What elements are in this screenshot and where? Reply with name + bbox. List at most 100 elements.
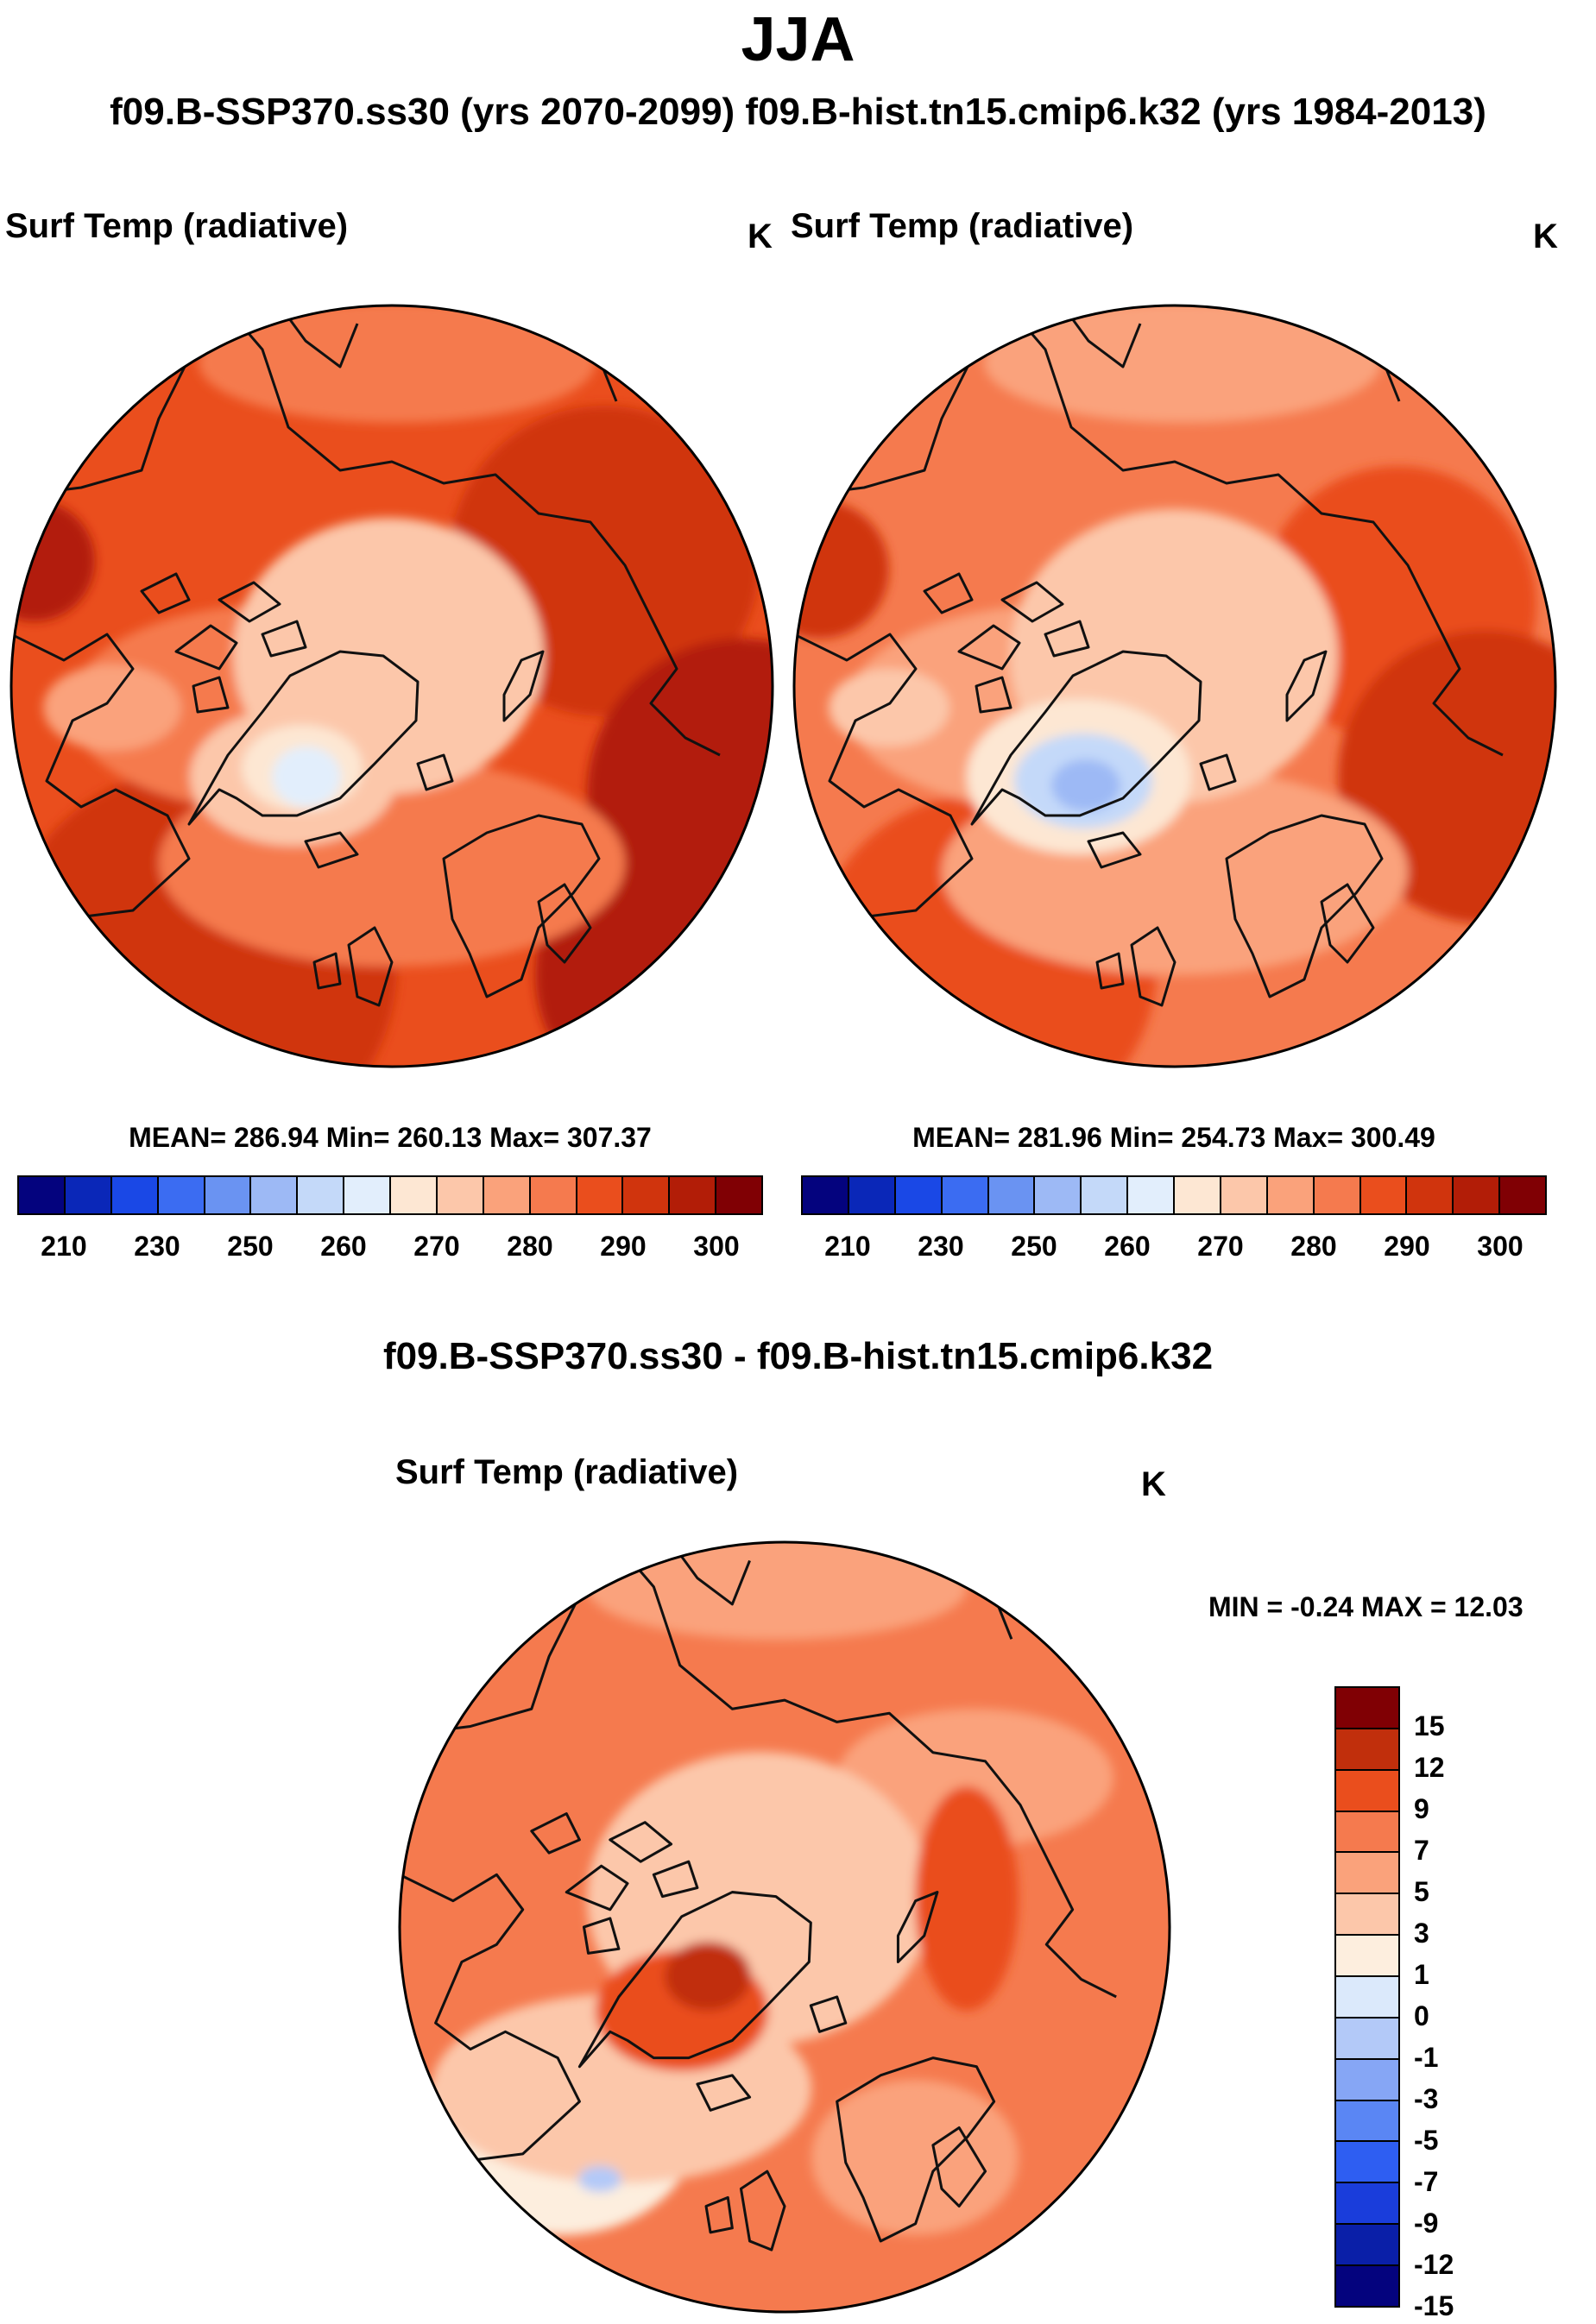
left-colorbar-swatch-7 xyxy=(344,1177,391,1213)
season-title: JJA xyxy=(741,5,855,74)
right-units-label: K xyxy=(1533,217,1558,255)
right-colorbar-tick-label: 230 xyxy=(918,1231,964,1262)
right-colorbar-swatch-1 xyxy=(848,1177,896,1213)
difference-colorbar-swatch-10 xyxy=(1336,2100,1398,2143)
right-colorbar-swatch-10 xyxy=(1267,1177,1315,1213)
difference-colorbar-tick-label: -15 xyxy=(1414,2290,1454,2321)
left-colorbar-tick-label: 250 xyxy=(227,1231,274,1262)
right-map-border xyxy=(792,304,1557,1068)
right-colorbar-swatch-12 xyxy=(1360,1177,1408,1213)
left-colorbar-swatch-12 xyxy=(577,1177,624,1213)
difference-colorbar-tick-label: -5 xyxy=(1414,2125,1439,2156)
difference-colorbar-swatch-8 xyxy=(1336,2018,1398,2060)
left-variable-label: Surf Temp (radiative) xyxy=(5,207,349,245)
difference-colorbar-tick-label: 15 xyxy=(1414,1710,1445,1741)
right-colorbar-swatch-2 xyxy=(895,1177,943,1213)
difference-colorbar-tick-label: 9 xyxy=(1414,1793,1429,1824)
right-colorbar-tick-label: 270 xyxy=(1197,1231,1244,1262)
right-colorbar-swatch-3 xyxy=(942,1177,989,1213)
left-colorbar-swatch-4 xyxy=(205,1177,252,1213)
left-colorbar-tick-label: 270 xyxy=(413,1231,460,1262)
left-colorbar-tick-label: 280 xyxy=(507,1231,553,1262)
right-stats: MEAN= 281.96 Min= 254.73 Max= 300.49 xyxy=(912,1122,1435,1153)
difference-colorbar-swatch-11 xyxy=(1336,2142,1398,2184)
right-colorbar-tick-label: 300 xyxy=(1477,1231,1523,1262)
difference-colorbar-swatch-5 xyxy=(1336,1894,1398,1937)
right-colorbar-tick-label: 210 xyxy=(824,1231,871,1262)
difference-map-border xyxy=(398,1540,1171,2314)
left-units-label: K xyxy=(748,217,773,255)
difference-colorbar-tick-label: 12 xyxy=(1414,1752,1445,1783)
right-colorbar-swatch-4 xyxy=(988,1177,1036,1213)
difference-colorbar-tick-label: -12 xyxy=(1414,2249,1454,2280)
left-colorbar xyxy=(17,1175,763,1215)
difference-colorbar-swatch-6 xyxy=(1336,1936,1398,1978)
difference-colorbar-tick-label: -1 xyxy=(1414,2042,1439,2073)
difference-colorbar-tick-label: 7 xyxy=(1414,1835,1429,1866)
difference-colorbar xyxy=(1334,1686,1400,2308)
left-colorbar-tick-label: 260 xyxy=(320,1231,367,1262)
difference-colorbar-tick-label: -9 xyxy=(1414,2207,1439,2239)
left-colorbar-swatch-15 xyxy=(716,1177,761,1213)
right-colorbar-swatch-5 xyxy=(1035,1177,1082,1213)
left-colorbar-swatch-13 xyxy=(623,1177,671,1213)
left-colorbar-swatch-5 xyxy=(251,1177,299,1213)
right-variable-label: Surf Temp (radiative) xyxy=(791,207,1134,245)
left-map xyxy=(11,305,773,1067)
difference-colorbar-tick-label: 5 xyxy=(1414,1876,1429,1907)
left-colorbar-tick-label: 210 xyxy=(41,1231,87,1262)
left-map-border xyxy=(9,304,774,1068)
difference-colorbar-tick-label: -3 xyxy=(1414,2083,1439,2114)
right-colorbar-tick-label: 290 xyxy=(1384,1231,1430,1262)
left-colorbar-swatch-6 xyxy=(298,1177,345,1213)
left-stats: MEAN= 286.94 Min= 260.13 Max= 307.37 xyxy=(129,1122,652,1153)
difference-map xyxy=(400,1542,1170,2312)
difference-colorbar-swatch-7 xyxy=(1336,1977,1398,2019)
difference-colorbar-swatch-13 xyxy=(1336,2225,1398,2267)
difference-colorbar-tick-label: 1 xyxy=(1414,1959,1429,1990)
left-colorbar-swatch-14 xyxy=(670,1177,717,1213)
right-colorbar-swatch-15 xyxy=(1500,1177,1545,1213)
difference-colorbar-swatch-3 xyxy=(1336,1811,1398,1854)
right-colorbar-tick-label: 260 xyxy=(1104,1231,1151,1262)
difference-colorbar-swatch-12 xyxy=(1336,2183,1398,2226)
difference-title: f09.B-SSP370.ss30 - f09.B-hist.tn15.cmip… xyxy=(382,1335,1214,1377)
right-colorbar-swatch-9 xyxy=(1221,1177,1268,1213)
case-titles: f09.B-SSP370.ss30 (yrs 2070-2099) f09.B-… xyxy=(110,91,1486,133)
left-colorbar-swatch-1 xyxy=(65,1177,112,1213)
right-colorbar-swatch-14 xyxy=(1454,1177,1501,1213)
left-colorbar-swatch-10 xyxy=(483,1177,531,1213)
difference-colorbar-swatch-0 xyxy=(1336,1688,1398,1729)
right-colorbar-swatch-0 xyxy=(803,1177,849,1213)
difference-colorbar-tick-label: 3 xyxy=(1414,1918,1429,1949)
left-colorbar-swatch-9 xyxy=(437,1177,484,1213)
right-map xyxy=(794,305,1555,1067)
difference-min-max: MIN = -0.24 MAX = 12.03 xyxy=(1208,1591,1523,1622)
left-colorbar-tick-label: 230 xyxy=(134,1231,180,1262)
right-colorbar-swatch-8 xyxy=(1175,1177,1221,1213)
difference-variable-label: Surf Temp (radiative) xyxy=(395,1453,739,1491)
right-colorbar xyxy=(801,1175,1547,1215)
difference-colorbar-tick-label: 0 xyxy=(1414,2000,1429,2031)
right-colorbar-swatch-11 xyxy=(1314,1177,1361,1213)
difference-colorbar-swatch-4 xyxy=(1336,1853,1398,1895)
left-colorbar-swatch-3 xyxy=(158,1177,205,1213)
right-colorbar-swatch-13 xyxy=(1407,1177,1454,1213)
left-colorbar-swatch-11 xyxy=(530,1177,577,1213)
left-colorbar-swatch-8 xyxy=(391,1177,438,1213)
difference-colorbar-swatch-1 xyxy=(1336,1729,1398,1771)
left-colorbar-swatch-2 xyxy=(111,1177,159,1213)
right-colorbar-tick-label: 280 xyxy=(1290,1231,1337,1262)
difference-colorbar-swatch-2 xyxy=(1336,1770,1398,1812)
difference-colorbar-swatch-14 xyxy=(1336,2266,1398,2306)
left-colorbar-tick-label: 300 xyxy=(693,1231,740,1262)
difference-colorbar-swatch-9 xyxy=(1336,2059,1398,2101)
left-colorbar-tick-label: 290 xyxy=(600,1231,647,1262)
right-colorbar-swatch-6 xyxy=(1082,1177,1129,1213)
right-colorbar-tick-label: 250 xyxy=(1011,1231,1057,1262)
left-colorbar-swatch-0 xyxy=(19,1177,66,1213)
difference-colorbar-tick-label: -7 xyxy=(1414,2166,1439,2197)
right-colorbar-swatch-7 xyxy=(1128,1177,1175,1213)
difference-units-label: K xyxy=(1141,1465,1166,1503)
